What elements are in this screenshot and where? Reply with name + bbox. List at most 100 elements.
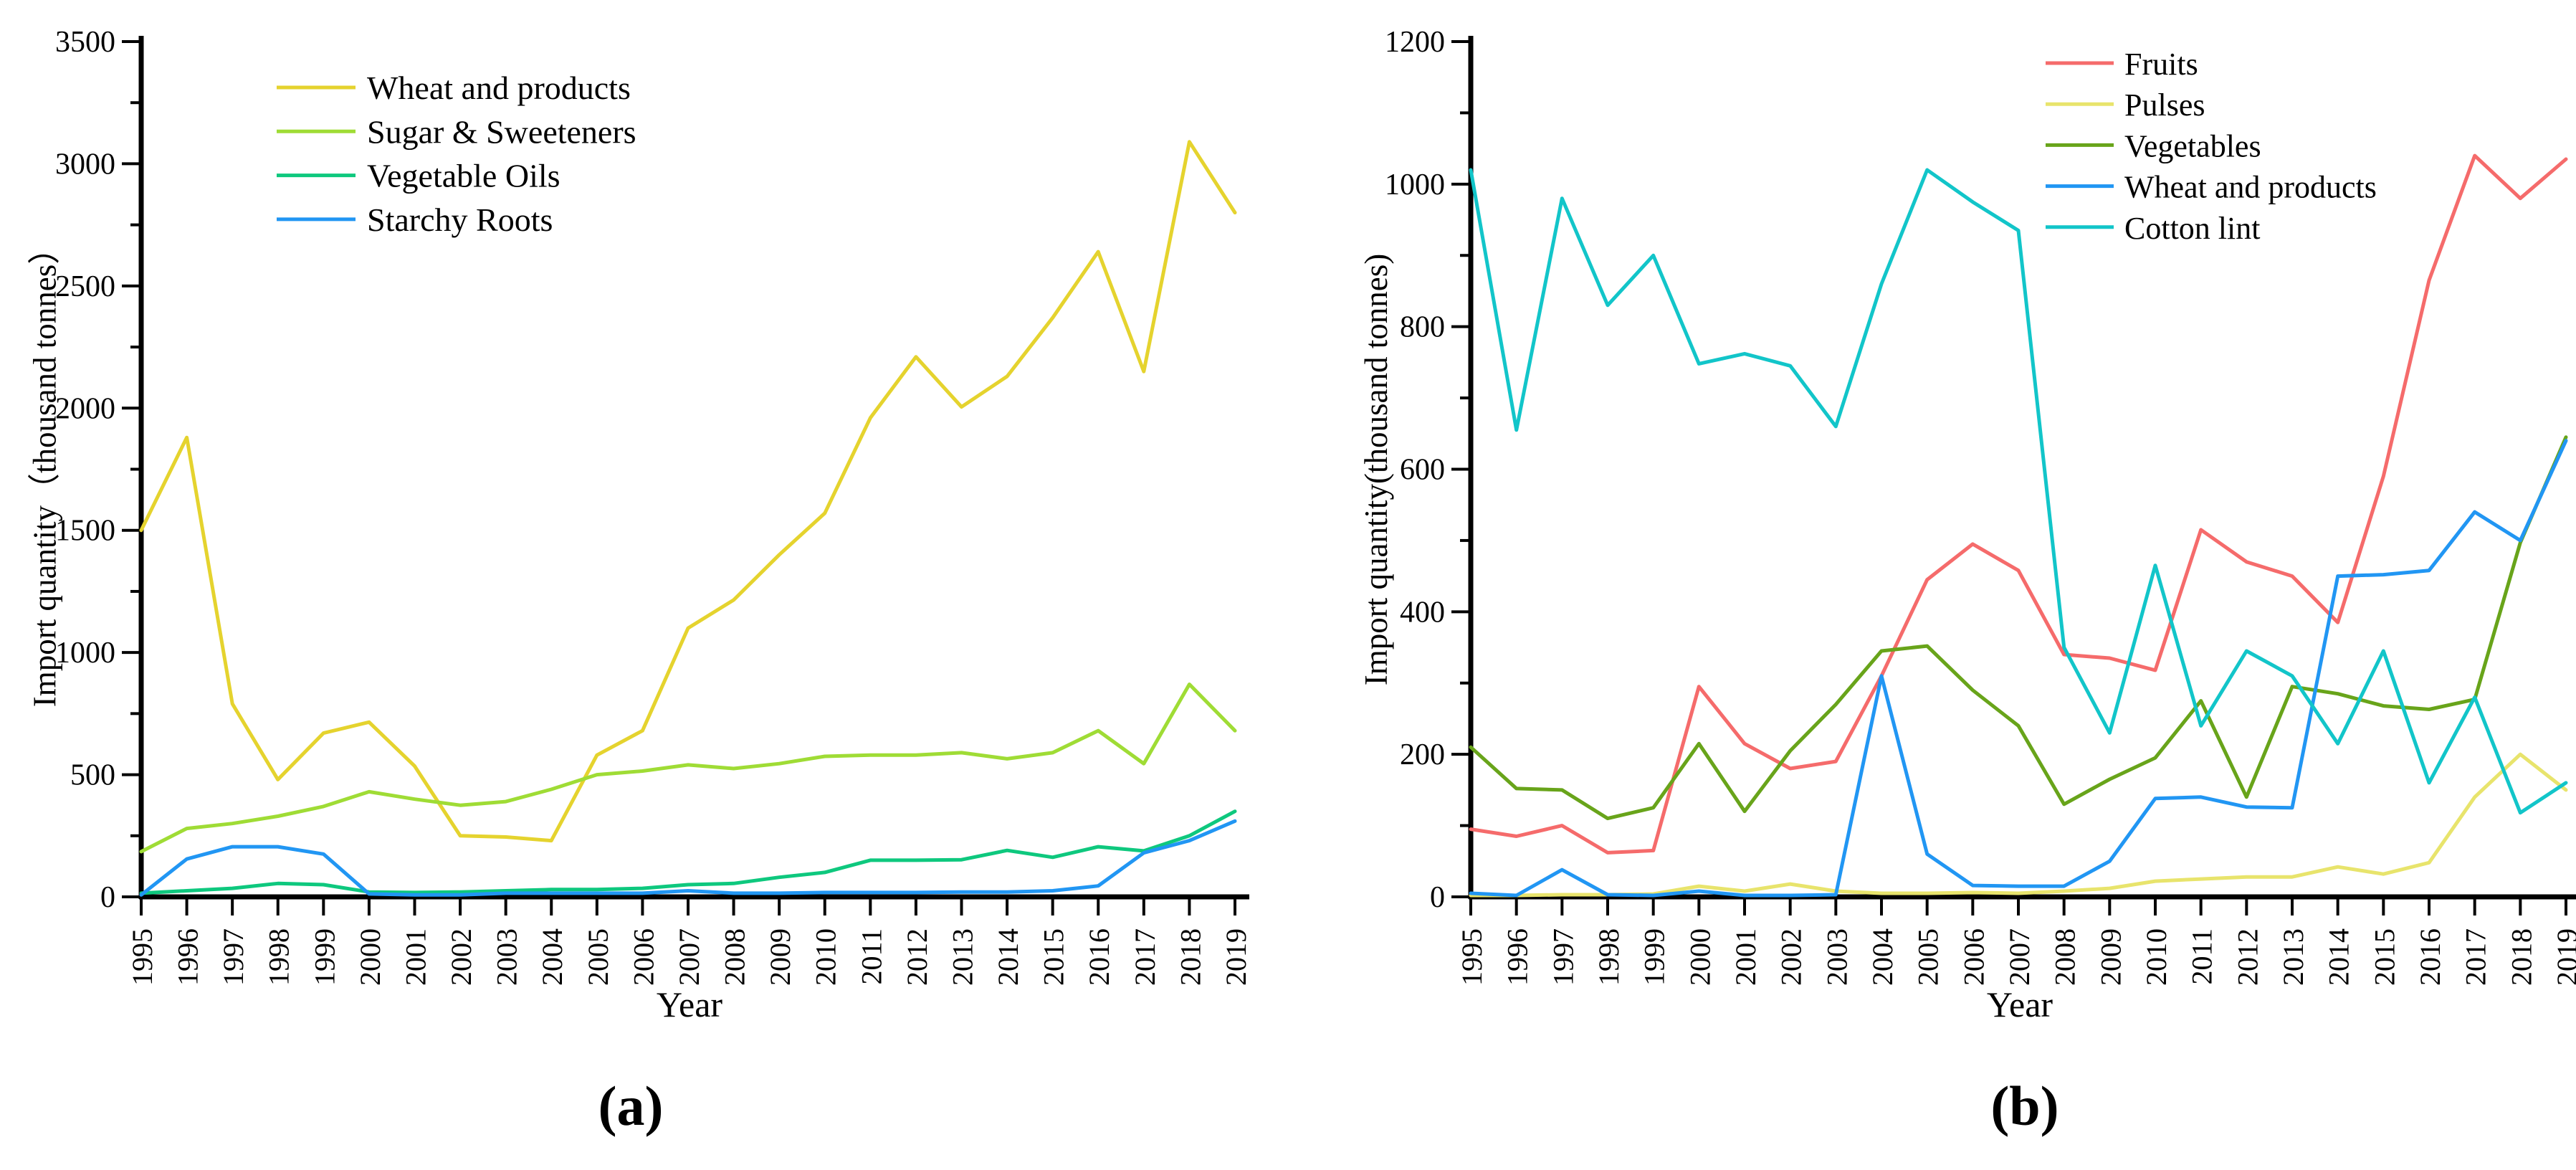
x-tick-label: 2012 [2231, 928, 2263, 986]
y-tick-label: 1500 [55, 515, 115, 548]
y-axis: 0 200 400 600 800 1000 1200 [1385, 26, 1471, 914]
x-tick-label: 2015 [2368, 928, 2400, 986]
legend-item-wheat-and-products: Wheat and products [277, 70, 631, 106]
y-tick-label: 500 [70, 759, 115, 792]
legend: Fruits Pulses Vegetables Wheat and products… [2046, 47, 2377, 246]
x-tick-label: 2013 [2277, 928, 2309, 986]
series-line-vegetable-oils [139, 809, 1237, 895]
y-tick-label: 3000 [55, 148, 115, 181]
x-tick-label: 1998 [1593, 928, 1625, 986]
y-tick-label: 200 [1400, 738, 1445, 771]
x-tick-label: 2014 [992, 928, 1024, 986]
legend-label: Vegetables [2124, 128, 2261, 163]
x-tick-label: 2006 [627, 928, 659, 986]
series-line-fruits [1469, 153, 2568, 855]
legend-label: Wheat and products [367, 70, 631, 106]
legend-item-vegetable-oils: Vegetable Oils [277, 158, 560, 194]
y-axis-title-a: Import quantity（thousand tonnes） [27, 232, 63, 708]
x-tick-label: 2010 [810, 928, 842, 986]
x-tick-label: 2010 [2140, 928, 2172, 986]
y-tick-label: 2500 [55, 270, 115, 303]
x-tick-label: 2003 [491, 928, 523, 986]
x-tick-label: 1998 [263, 928, 295, 986]
x-tick-label: 2002 [1775, 928, 1808, 986]
legend-item-starchy-roots: Starchy Roots [277, 201, 553, 238]
x-tick-label: 2003 [1821, 928, 1853, 986]
x-tick-label: 2015 [1038, 928, 1070, 986]
y-tick-label: 600 [1400, 454, 1445, 487]
x-tick-label: 1995 [1456, 928, 1488, 986]
x-tick-label: 2004 [1866, 928, 1899, 986]
legend-label: Sugar & Sweeteners [367, 113, 636, 150]
x-tick-label: 1996 [172, 928, 204, 986]
x-tick-label: 2005 [582, 928, 614, 986]
y-tick-label: 0 [100, 881, 115, 914]
x-tick-label: 2000 [354, 928, 386, 986]
x-tick-label: 2016 [1083, 928, 1115, 986]
y-tick-label: 1000 [55, 637, 115, 670]
x-tick-label: 2001 [1730, 928, 1762, 986]
series-line-wheat-and-products [1469, 439, 2568, 898]
x-tick-label: 2017 [2460, 928, 2492, 986]
x-tick-label: 2014 [2323, 928, 2355, 986]
legend-label: Pulses [2124, 87, 2205, 123]
x-tick-label: 2012 [901, 928, 933, 986]
x-tick-label: 1996 [1502, 928, 1534, 986]
x-axis-title-a: Year [656, 984, 723, 1024]
y-tick-label: 3500 [55, 26, 115, 59]
legend-item-fruits: Fruits [2046, 47, 2198, 82]
x-tick-label: 2018 [1174, 928, 1206, 986]
x-tick-label: 2011 [855, 928, 887, 985]
x-tick-label: 2019 [2551, 928, 2576, 986]
x-tick-label: 1999 [308, 928, 340, 986]
y-axis: 0 500 1000 1500 2000 2500 3000 3500 [55, 26, 141, 914]
caption-a: (a) [598, 1075, 664, 1137]
x-tick-label: 2007 [2003, 928, 2036, 986]
legend-label: Cotton lint [2124, 211, 2260, 246]
y-axis-title-b: Import quantity(thousand tonnes) [1358, 253, 1394, 686]
x-tick-label: 2019 [1220, 928, 1252, 986]
x-tick-label: 2009 [764, 928, 796, 986]
y-tick-label: 800 [1400, 311, 1445, 344]
series-line-wheat-and-products [139, 140, 1237, 843]
x-tick-label: 2008 [719, 928, 751, 986]
legend-item-pulses: Pulses [2046, 87, 2205, 123]
series-line-vegetables [1469, 435, 2568, 821]
legend-item-wheat-and-products: Wheat and products [2046, 170, 2377, 205]
x-tick-label: 2001 [399, 928, 431, 986]
legend-item-vegetables: Vegetables [2046, 128, 2261, 163]
x-axis: 1995 1996 1997 1998 1999 2000 2001 2002 2003 2004… [1456, 897, 2576, 986]
x-tick-label: 2009 [2094, 928, 2127, 986]
x-tick-label: 2000 [1684, 928, 1716, 986]
legend: Wheat and products Sugar & Sweeteners Vege… [277, 70, 636, 238]
x-tick-label: 2007 [673, 928, 705, 986]
legend-item-cotton-lint: Cotton lint [2046, 211, 2260, 246]
legend-label: Wheat and products [2124, 170, 2377, 205]
y-tick-label: 1000 [1385, 168, 1445, 201]
x-tick-label: 2011 [2186, 928, 2218, 985]
y-tick-label: 1200 [1385, 26, 1445, 59]
y-tick-label: 2000 [55, 392, 115, 425]
legend-label: Vegetable Oils [367, 158, 560, 194]
legend-label: Fruits [2124, 47, 2198, 82]
chart-panel-a: 0 500 1000 1500 2000 2500 3000 3500 1995 1996 1997… [55, 26, 1252, 986]
series-line-sugar-sweeteners [139, 682, 1237, 854]
caption-b: (b) [1990, 1075, 2059, 1137]
series-line-starchy-roots [139, 819, 1237, 897]
x-axis-title-b: Year [1986, 984, 2053, 1024]
x-tick-label: 1995 [126, 928, 158, 986]
series-line-pulses [1469, 752, 2568, 898]
x-tick-label: 2004 [536, 928, 568, 986]
series-line-cotton-lint [1469, 168, 2568, 815]
x-tick-label: 2005 [1912, 928, 1945, 986]
x-tick-label: 1997 [217, 928, 249, 986]
x-tick-label: 2016 [2414, 928, 2446, 986]
x-axis: 1995 1996 1997 1998 1999 2000 2001 2002 2003 2004… [126, 897, 1252, 986]
x-tick-label: 2018 [2505, 928, 2537, 986]
legend-item-sugar-sweeteners: Sugar & Sweeteners [277, 113, 636, 150]
x-tick-label: 2006 [1957, 928, 1990, 986]
y-tick-label: 400 [1400, 596, 1445, 629]
